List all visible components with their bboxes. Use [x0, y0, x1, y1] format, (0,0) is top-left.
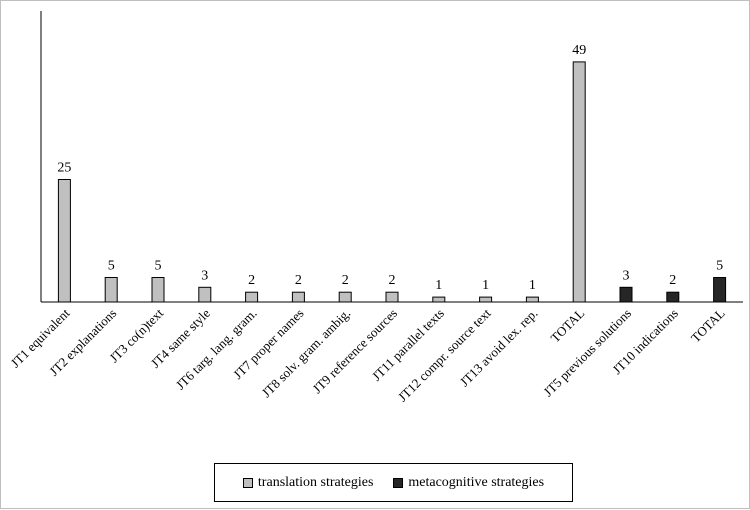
legend-swatch-translation — [242, 477, 253, 488]
bar-jt4-same-style-3 — [198, 286, 212, 303]
x-tick-label-9: JT12 compr. source text — [395, 305, 494, 404]
data-label-10: 1 — [529, 278, 536, 293]
x-tick-label-4: JT6 targ. lang. gram. — [173, 306, 260, 393]
x-tick-label-7: JT9 reference sources — [309, 306, 400, 397]
x-tick-label-11: TOTAL — [547, 305, 587, 345]
data-label-7: 2 — [389, 273, 396, 288]
bar-jt11-parallel-texts-8 — [432, 296, 446, 303]
data-label-9: 1 — [482, 278, 489, 293]
x-tick-label-6: JT8 solv. gram. ambig. — [259, 306, 354, 401]
data-label-11: 49 — [572, 43, 586, 58]
bar-jt7-proper-names-5 — [291, 291, 305, 303]
legend-label-translation: translation strategies — [257, 474, 374, 490]
bar-jt1-equivalent-0 — [57, 179, 71, 303]
bar-jt10-indications-13 — [666, 291, 680, 303]
bar-jt6-targ-lang-gram-4 — [245, 291, 259, 303]
x-tick-label-12: JT5 previous solutions — [540, 306, 634, 400]
data-label-14: 5 — [716, 259, 723, 274]
x-tick-label-14: TOTAL — [688, 305, 728, 345]
legend-item-translation: translation strategies — [242, 474, 374, 491]
data-label-1: 5 — [108, 259, 115, 274]
bar-jt2-explanations-1 — [104, 277, 118, 303]
data-label-13: 2 — [669, 273, 676, 288]
legend: translation strategies metacognitive str… — [214, 463, 573, 502]
bar-jt5-previous-solutions-12 — [619, 286, 633, 303]
data-label-6: 2 — [342, 273, 349, 288]
bar-jt13-avoid-lex-rep-10 — [525, 296, 539, 303]
data-label-4: 2 — [248, 273, 255, 288]
bar-total-14 — [713, 277, 727, 303]
bar-jt9-reference-sources-7 — [385, 291, 399, 303]
data-label-2: 5 — [155, 259, 162, 274]
bar-jt12-compr-source-text-9 — [479, 296, 493, 303]
bar-jt8-solv-gram-ambig-6 — [338, 291, 352, 303]
data-label-3: 3 — [201, 268, 208, 283]
bar-jt3-co-n-text-2 — [151, 277, 165, 303]
legend-swatch-metacognitive — [393, 477, 404, 488]
data-label-12: 3 — [623, 268, 630, 283]
bar-total-11 — [572, 61, 586, 303]
bars-group — [57, 61, 727, 303]
legend-item-metacognitive: metacognitive strategies — [393, 475, 544, 491]
data-label-5: 2 — [295, 273, 302, 288]
data-label-8: 1 — [435, 278, 442, 293]
data-label-0: 25 — [57, 161, 71, 176]
legend-label-metacognitive: metacognitive strategies — [408, 474, 545, 490]
